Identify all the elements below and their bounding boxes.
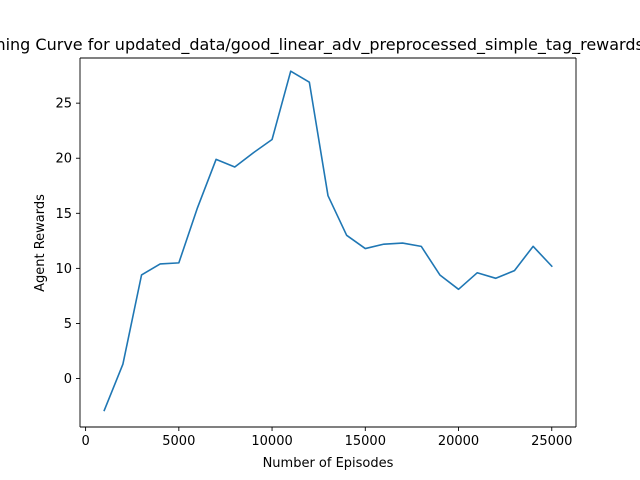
x-tick-label: 5000 [162,434,195,449]
data-point [309,81,311,83]
data-point [476,272,478,274]
x-tick-label: 15000 [345,434,386,449]
axes [79,57,577,428]
data-point [532,246,534,248]
series-layer [103,70,553,412]
y-tick-label: 25 [55,97,72,112]
x-tick-label: 10000 [251,434,292,449]
x-tick-label: 0 [81,434,89,449]
data-point [122,363,124,365]
data-point [290,70,292,72]
data-point [253,152,255,154]
data-point [364,248,366,250]
y-axis-label: Agent Rewards [33,194,48,292]
data-point [178,262,180,264]
data-point [383,243,385,245]
x-axis-label: Number of Episodes [263,456,394,471]
x-tick-label: 25000 [531,434,572,449]
data-point [402,242,404,244]
series-line-0 [103,70,553,412]
data-point [514,270,516,272]
data-point [197,207,199,209]
data-point [159,263,161,265]
data-point [551,265,553,267]
y-tick-label: 5 [64,317,72,332]
y-tick-label: 15 [55,207,72,222]
plot-background [80,58,576,427]
y-tick-label: 10 [55,262,72,277]
data-point [346,235,348,237]
y-tick-label: 20 [55,152,72,167]
data-point [141,274,143,276]
data-point [103,410,105,412]
data-point [271,139,273,141]
data-point [420,246,422,248]
data-point [215,159,217,161]
data-point [458,289,460,291]
plot-area [80,58,576,427]
chart-title: Training Curve for updated_data/good_lin… [0,35,640,55]
data-point [234,166,236,168]
x-tick-label: 20000 [438,434,479,449]
data-point [495,278,497,280]
ticks: 0 5000 10000 15000 20000 25000 0 5 10 15 20 25 [55,97,572,449]
y-tick-label: 0 [64,372,72,387]
data-point [439,274,441,276]
data-point [327,195,329,197]
